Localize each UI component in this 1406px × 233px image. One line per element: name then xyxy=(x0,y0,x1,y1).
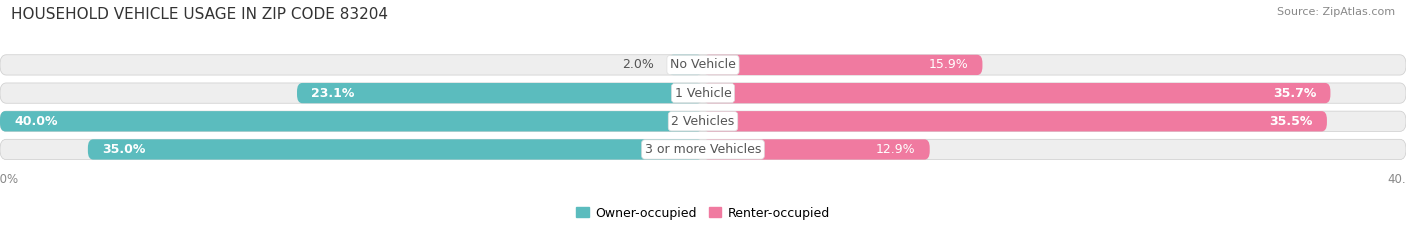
Text: 12.9%: 12.9% xyxy=(876,143,915,156)
FancyBboxPatch shape xyxy=(0,83,1406,103)
Text: 23.1%: 23.1% xyxy=(311,87,354,99)
Text: 35.7%: 35.7% xyxy=(1272,87,1316,99)
FancyBboxPatch shape xyxy=(703,139,929,160)
Text: 3 or more Vehicles: 3 or more Vehicles xyxy=(645,143,761,156)
FancyBboxPatch shape xyxy=(703,111,1327,131)
FancyBboxPatch shape xyxy=(87,139,703,160)
FancyBboxPatch shape xyxy=(0,111,703,131)
FancyBboxPatch shape xyxy=(703,83,1330,103)
Text: Source: ZipAtlas.com: Source: ZipAtlas.com xyxy=(1277,7,1395,17)
FancyBboxPatch shape xyxy=(703,55,983,75)
Text: 2 Vehicles: 2 Vehicles xyxy=(672,115,734,128)
FancyBboxPatch shape xyxy=(668,55,703,75)
Legend: Owner-occupied, Renter-occupied: Owner-occupied, Renter-occupied xyxy=(571,202,835,225)
FancyBboxPatch shape xyxy=(0,139,1406,160)
Text: 2.0%: 2.0% xyxy=(621,58,654,72)
Text: 35.5%: 35.5% xyxy=(1270,115,1313,128)
Text: 15.9%: 15.9% xyxy=(928,58,969,72)
Text: HOUSEHOLD VEHICLE USAGE IN ZIP CODE 83204: HOUSEHOLD VEHICLE USAGE IN ZIP CODE 8320… xyxy=(11,7,388,22)
FancyBboxPatch shape xyxy=(0,111,1406,131)
Text: 35.0%: 35.0% xyxy=(101,143,145,156)
Text: 1 Vehicle: 1 Vehicle xyxy=(675,87,731,99)
Text: No Vehicle: No Vehicle xyxy=(671,58,735,72)
FancyBboxPatch shape xyxy=(0,55,1406,75)
FancyBboxPatch shape xyxy=(297,83,703,103)
Text: 40.0%: 40.0% xyxy=(14,115,58,128)
